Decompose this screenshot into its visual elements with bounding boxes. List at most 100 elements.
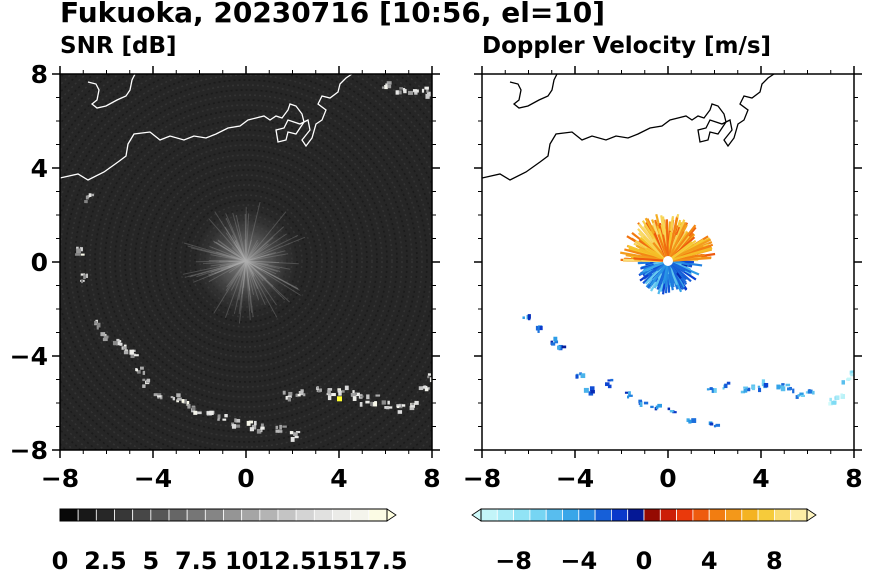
snr-echo-pixel <box>91 193 95 197</box>
noise-spoke <box>225 232 247 262</box>
noise-spoke <box>227 260 247 268</box>
noise-spoke <box>241 260 247 294</box>
snr-echo-pixel <box>217 418 220 421</box>
snr-echo-pixel <box>181 399 185 403</box>
snr-echo-pixel <box>134 354 139 357</box>
noise-ring <box>174 189 318 333</box>
noise-spoke <box>215 251 247 262</box>
snr-echo-pixel <box>418 386 424 391</box>
snr-echo-pixel <box>84 200 88 204</box>
noise-spoke <box>225 217 247 262</box>
doppler-echo-pixel <box>527 314 531 319</box>
noise-ring <box>179 194 313 328</box>
doppler-echo-pixel <box>535 325 539 331</box>
noise-spoke <box>195 260 247 263</box>
snr-echo-pixel <box>81 279 84 284</box>
snr-echo-pixel <box>427 373 431 376</box>
snr-echo-pixel <box>287 395 292 398</box>
snr-echo-pixel <box>414 90 418 95</box>
noise-spoke <box>245 260 277 275</box>
doppler-echo-pixel <box>709 387 713 391</box>
doppler-echo-pixel <box>558 344 563 349</box>
snr-echo-pixel <box>352 396 357 401</box>
snr-echo-pixel <box>327 395 332 401</box>
colorbar-label: 4 <box>701 547 718 570</box>
colorbar-label: 0 <box>636 547 653 570</box>
snr-echo-pixel <box>354 392 358 396</box>
snr-echo-pixel <box>275 429 280 433</box>
noise-ring <box>169 184 323 338</box>
snr-echo-pixel <box>76 246 79 250</box>
snr-echo-pixel <box>116 338 120 344</box>
noise-spoke <box>238 260 247 300</box>
doppler-echo-pixel <box>583 387 589 393</box>
x-tick-label: 0 <box>237 464 254 493</box>
doppler-echo-pixel <box>726 381 731 385</box>
noise-spoke <box>210 260 247 267</box>
noise-spoke <box>245 260 261 270</box>
doppler-echo-pixel <box>557 345 561 350</box>
noise-spoke <box>220 260 247 271</box>
snr-echo-pixel <box>397 410 403 414</box>
noise-ring <box>89 104 403 418</box>
snr-echo-pixel <box>385 406 390 410</box>
snr-echo-pixel <box>387 84 392 89</box>
colorbar-label: 5 <box>142 547 159 570</box>
snr-echo-pixel <box>209 410 214 416</box>
snr-echo-pixel <box>319 388 322 392</box>
doppler-echo-pixel <box>709 422 714 426</box>
snr-echo-pixel <box>197 411 202 415</box>
coastline-island <box>87 74 136 109</box>
doppler-echo-pixel <box>657 403 662 408</box>
snr-echo-pixel <box>285 395 289 400</box>
doppler-echo-pixel <box>628 394 633 397</box>
doppler-echo-pixel <box>751 385 756 391</box>
snr-echo-pixel <box>300 389 304 392</box>
colorbar-segment <box>627 508 645 522</box>
snr-echo-pixel <box>176 399 180 403</box>
snr-central-glow <box>188 201 304 321</box>
doppler-echo-pixel <box>840 393 843 397</box>
doppler-echo-pixel <box>686 418 690 423</box>
snr-echo-pixel <box>295 393 301 397</box>
snr-echo-pixel <box>298 391 304 396</box>
colorbar-label: 17.5 <box>348 547 407 570</box>
snr-echo-pixel <box>235 418 241 423</box>
noise-spoke <box>245 260 279 263</box>
snr-echo-pixel <box>381 400 386 405</box>
y-tick-label: 8 <box>31 60 48 89</box>
doppler-echo-pixel <box>811 390 815 395</box>
snr-ticks: −8 −4 0 4 8 8 4 0 −4 −8 <box>10 60 441 493</box>
noise-ring <box>99 114 393 408</box>
snr-echo-pixel <box>385 83 388 86</box>
noise-spoke <box>245 260 277 306</box>
doppler-echo-pixel <box>761 379 766 385</box>
colorbar-segment <box>480 508 498 522</box>
colorbar-segment <box>496 508 514 522</box>
x-tick-label: −8 <box>463 464 501 493</box>
snr-echo-pixel <box>410 405 415 408</box>
noise-spoke <box>233 241 247 262</box>
snr-echo-pixel <box>157 393 162 396</box>
snr-echo-pixel <box>386 81 392 85</box>
snr-echo-pixel <box>170 396 174 399</box>
colorbar-segment <box>692 508 710 522</box>
noise-spoke <box>203 260 247 265</box>
noise-spoke <box>225 260 247 292</box>
snr-echo-pixel <box>234 418 237 423</box>
snr-echo-pixel <box>172 396 175 401</box>
snr-echo-pixel <box>96 322 101 328</box>
noise-spoke <box>243 260 247 288</box>
snr-echo-pixel <box>279 424 282 430</box>
colorbar-segment <box>611 508 629 522</box>
snr-echo-pixel <box>260 426 265 430</box>
doppler-echo-pixel <box>610 378 614 382</box>
colorbar-max-arrow <box>806 508 817 522</box>
snr-echo-pixel <box>142 378 146 382</box>
noise-spoke <box>225 213 247 262</box>
snr-echo-pixel <box>142 370 146 375</box>
snr-echo-pixel <box>395 90 399 95</box>
noise-ring <box>139 154 353 368</box>
snr-echo-pixel <box>414 400 419 405</box>
noise-spoke <box>245 260 255 275</box>
